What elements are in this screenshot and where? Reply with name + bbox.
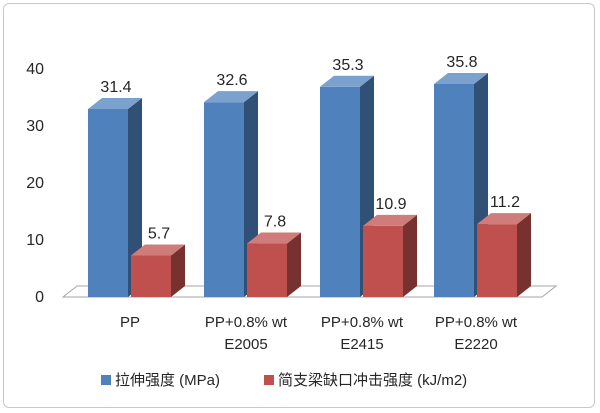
bar-side	[128, 98, 142, 298]
x-category-label: PP+0.8% wt	[435, 314, 518, 331]
bar	[247, 243, 287, 297]
x-category-label: E2005	[224, 336, 267, 353]
bar-side	[171, 244, 185, 297]
bar-top	[131, 244, 185, 256]
data-label: 11.2	[490, 194, 520, 211]
x-category-label: PP+0.8% wt	[321, 314, 404, 331]
x-category-label: PP	[120, 314, 140, 331]
y-tick-label: 10	[26, 232, 44, 249]
data-label: 35.8	[446, 54, 477, 71]
y-tick-label: 30	[26, 118, 44, 135]
data-label: 7.8	[264, 214, 286, 231]
bar-top	[247, 232, 301, 244]
bar-top	[204, 91, 258, 103]
bar	[363, 225, 403, 297]
y-tick-label: 40	[26, 61, 44, 78]
bar-side	[403, 214, 417, 297]
data-label: 32.6	[216, 72, 247, 89]
data-label: 10.9	[375, 196, 406, 213]
legend-swatch	[264, 375, 274, 385]
legend-swatch	[101, 375, 111, 385]
data-label: 31.4	[100, 79, 131, 96]
legend-label: 简支梁缺口冲击强度 (kJ/m2)	[278, 372, 467, 389]
bar	[477, 224, 517, 297]
bar	[320, 86, 360, 297]
x-category-label: E2415	[340, 336, 383, 353]
bar-top	[320, 75, 374, 87]
bar-top	[477, 213, 531, 225]
bar	[434, 83, 474, 297]
bar	[204, 102, 244, 298]
x-category-label: E2220	[454, 336, 497, 353]
x-category-label: PP+0.8% wt	[205, 314, 288, 331]
legend-label: 拉伸强度 (MPa)	[115, 372, 220, 389]
data-label: 35.3	[332, 57, 363, 74]
bar-top	[363, 214, 417, 226]
bar-top	[434, 72, 488, 84]
y-tick-label: 0	[35, 289, 44, 306]
bar-side	[517, 213, 531, 297]
y-tick-label: 20	[26, 175, 44, 192]
bar	[88, 109, 128, 298]
data-label: 5.7	[148, 226, 170, 243]
bar	[131, 255, 171, 297]
bar-top	[88, 98, 142, 110]
bar-side	[287, 232, 301, 297]
